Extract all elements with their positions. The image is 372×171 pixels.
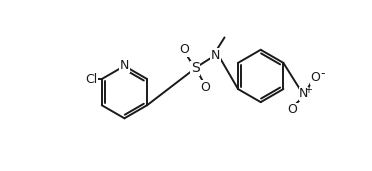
Text: S: S [191, 61, 200, 75]
Text: N: N [299, 87, 308, 100]
Text: O: O [201, 81, 210, 94]
Text: N: N [211, 49, 220, 62]
Text: -: - [321, 67, 326, 80]
Text: N: N [120, 60, 129, 73]
Text: O: O [180, 43, 189, 56]
Text: O: O [311, 71, 320, 84]
Text: Cl: Cl [86, 73, 98, 86]
Text: +: + [304, 85, 312, 95]
Text: O: O [287, 103, 297, 116]
